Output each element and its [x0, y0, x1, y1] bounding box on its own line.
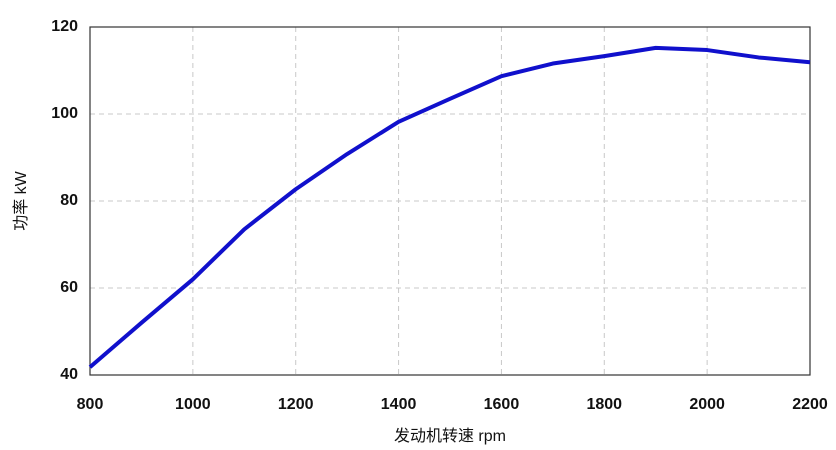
- y-tick-label: 60: [60, 279, 78, 296]
- x-axis-label: 发动机转速 rpm: [394, 427, 506, 445]
- plot-frame: [89, 26, 811, 376]
- x-tick-label: 2200: [792, 396, 828, 413]
- x-tick-label: 1800: [586, 396, 622, 413]
- y-tick-label: 80: [60, 192, 78, 209]
- x-tick-label: 2000: [689, 396, 725, 413]
- y-tick-label: 40: [60, 366, 78, 383]
- x-tick-label: 800: [77, 396, 104, 413]
- x-tick-label: 1600: [484, 396, 520, 413]
- x-tick-label: 1200: [278, 396, 314, 413]
- y-axis-label: 功率 kW: [12, 170, 30, 230]
- x-tick-label: 1400: [381, 396, 417, 413]
- y-tick-label: 120: [51, 18, 78, 35]
- x-tick-label: 1000: [175, 396, 211, 413]
- line-series: [88, 45, 811, 369]
- y-tick-label: 100: [51, 105, 78, 122]
